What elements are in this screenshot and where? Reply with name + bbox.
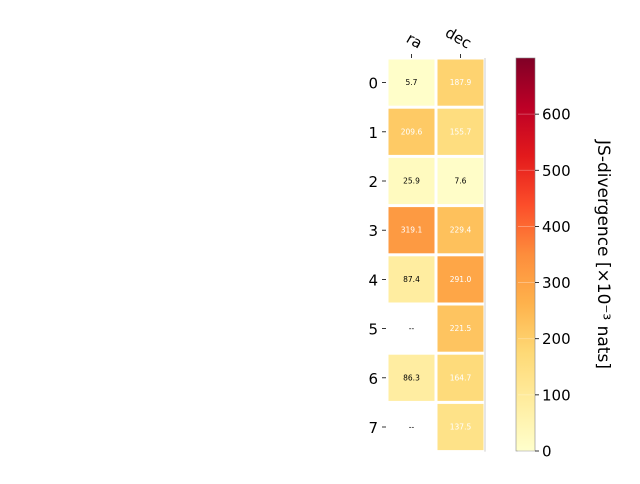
heatmap-cell-6-ra <box>388 354 435 401</box>
row-label-1: 1 <box>368 124 378 142</box>
cell-value-label: 7.6 <box>455 177 467 186</box>
colorbar-tick-label: 0 <box>542 443 552 461</box>
cell-value-label: 155.7 <box>450 127 472 136</box>
cell-value-label: -- <box>409 324 415 333</box>
heatmap-cell-2-ra <box>388 157 435 205</box>
heatmap-cell-1-ra <box>388 108 435 155</box>
heatmap-cell-4-dec <box>437 256 484 303</box>
colorbar-tick-label: 100 <box>542 386 571 404</box>
heatmap-cell-0-dec <box>437 59 484 106</box>
colorbar-tick-label: 500 <box>542 162 571 180</box>
heatmap-cell-5-dec <box>437 305 484 352</box>
heatmap-cell-0-ra <box>388 59 435 106</box>
cell-value-label: 187.9 <box>450 78 472 87</box>
row-label-4: 4 <box>368 271 378 289</box>
colorbar-tick-label: 300 <box>542 274 571 292</box>
colorbar-tick-label: 400 <box>542 218 571 236</box>
heatmap-cell-7-dec <box>437 403 484 451</box>
column-label-dec: dec <box>442 23 474 52</box>
heatmap-cell-4-ra <box>388 256 435 303</box>
heatmap-cells: 5.7 187.9 209.6 155.7 25.9 7.6 319.1 229.4 87.4 2… <box>388 59 484 451</box>
column-label-ra: ra <box>403 29 425 52</box>
heatmap-cell-3-ra <box>388 207 435 254</box>
cell-value-label: 137.5 <box>450 423 472 432</box>
cell-value-label: 164.7 <box>450 373 472 382</box>
colorbar-gradient <box>515 57 536 452</box>
cell-value-label: 25.9 <box>403 177 420 186</box>
heatmap-cell-3-dec <box>437 207 484 254</box>
colorbar-tick-label: 600 <box>542 106 571 124</box>
row-label-5: 5 <box>368 321 378 339</box>
colorbar-tick-label: 200 <box>542 330 571 348</box>
row-label-7: 7 <box>368 419 378 437</box>
cell-value-label: 86.3 <box>403 373 420 382</box>
cell-value-label: 5.7 <box>406 78 418 87</box>
row-label-0: 0 <box>368 75 378 93</box>
cell-value-label: -- <box>409 423 415 432</box>
cell-value-label: 209.6 <box>401 127 423 136</box>
cell-value-label: 221.5 <box>450 324 472 333</box>
cell-value-label: 229.4 <box>450 226 472 235</box>
cell-value-label: 87.4 <box>403 275 420 284</box>
cell-value-label: 291.0 <box>450 275 472 284</box>
colorbar: 0 100 200 300 400 500 600 JS-divergence [×10⁻³ … <box>515 57 613 461</box>
colorbar-label: JS-divergence [×10⁻³ nats] <box>593 139 613 369</box>
heatmap-cell-6-dec <box>437 354 484 401</box>
row-label-3: 3 <box>368 222 378 240</box>
heatmap-cell-2-dec <box>437 157 484 205</box>
heatmap-cell-1-dec <box>437 108 484 155</box>
cell-value-label: 319.1 <box>401 226 423 235</box>
row-label-6: 6 <box>368 370 378 388</box>
row-label-2: 2 <box>368 173 378 191</box>
